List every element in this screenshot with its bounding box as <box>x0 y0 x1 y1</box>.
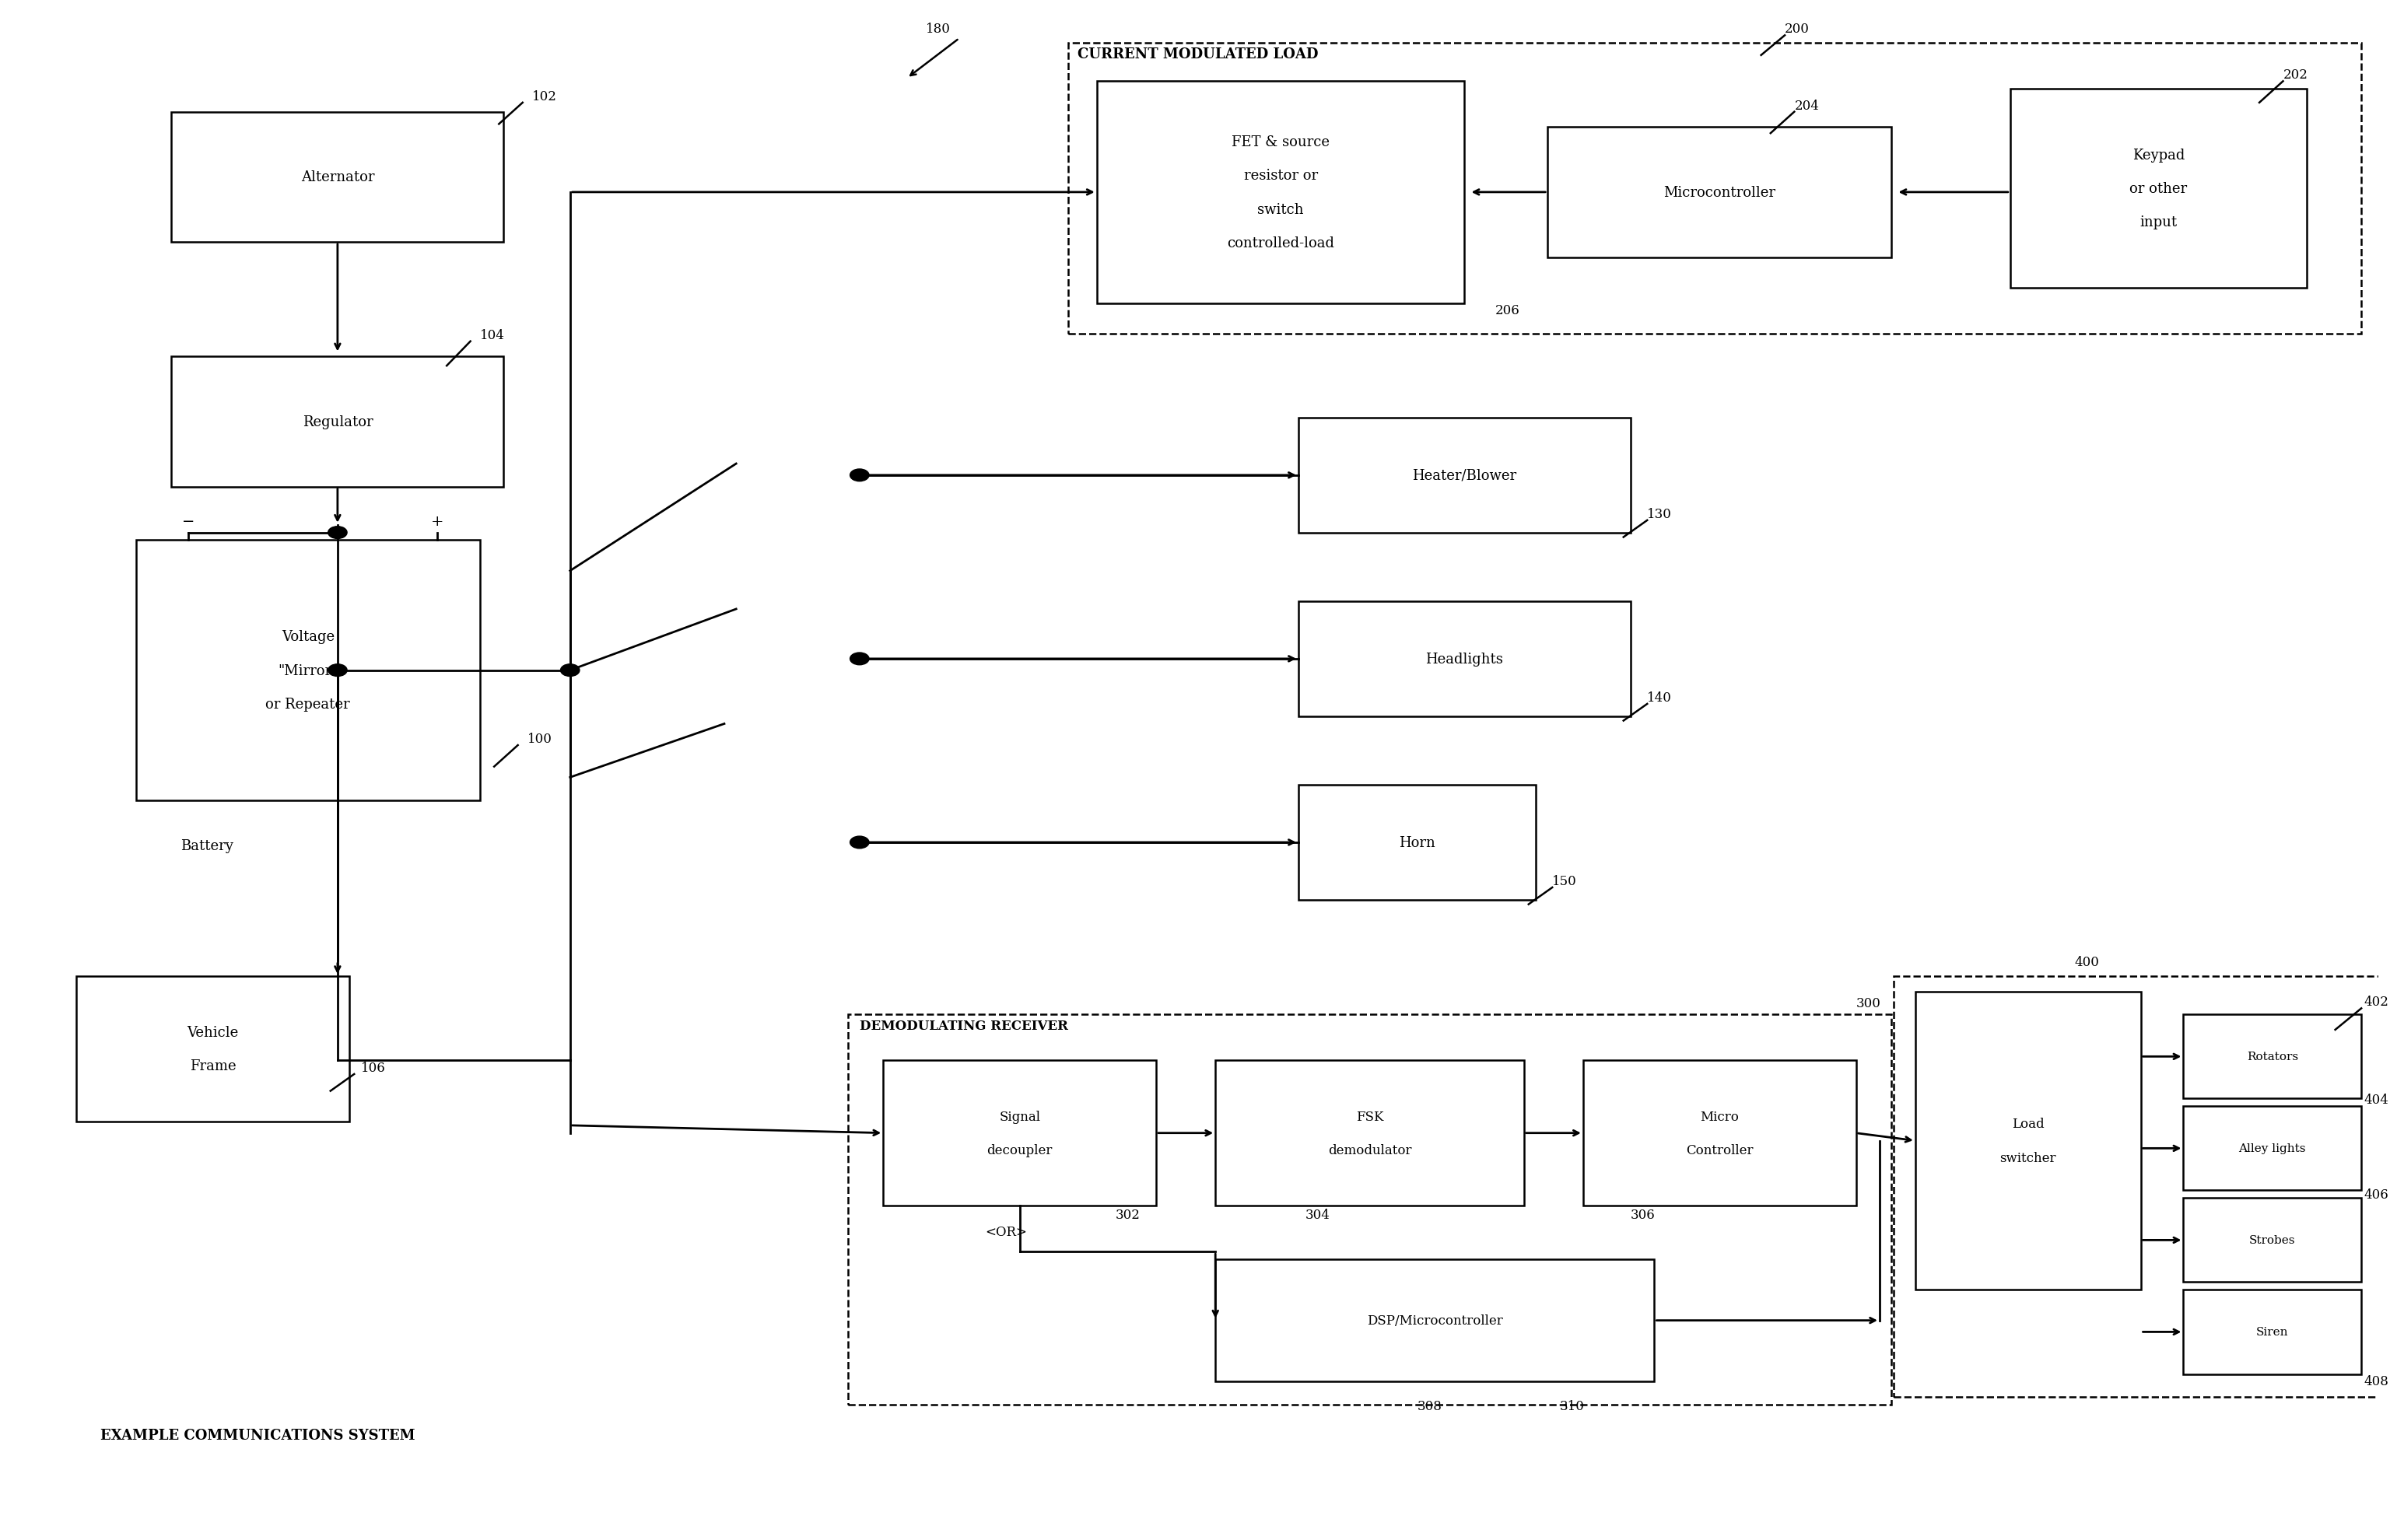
Text: 180: 180 <box>925 23 952 35</box>
Text: 104: 104 <box>479 328 506 342</box>
Text: 150: 150 <box>1553 875 1577 887</box>
Text: input: input <box>2141 216 2176 229</box>
Bar <box>77 976 350 1121</box>
Bar <box>173 357 503 487</box>
Text: 202: 202 <box>2282 69 2308 82</box>
Text: 310: 310 <box>1560 1400 1584 1412</box>
Bar <box>2184 1198 2361 1283</box>
Text: 206: 206 <box>1496 305 1520 317</box>
Text: DEMODULATING RECEIVER: DEMODULATING RECEIVER <box>861 1019 1069 1032</box>
Text: Alternator: Alternator <box>300 171 374 185</box>
Bar <box>1299 602 1630 716</box>
Text: decoupler: decoupler <box>988 1143 1052 1157</box>
Circle shape <box>851 470 870 482</box>
Text: switch: switch <box>1258 203 1304 217</box>
Text: Micro: Micro <box>1699 1110 1738 1123</box>
Text: CURRENT MODULATED LOAD: CURRENT MODULATED LOAD <box>1079 48 1318 62</box>
Text: resistor or: resistor or <box>1244 169 1318 183</box>
Text: Battery: Battery <box>180 839 233 853</box>
Text: Signal: Signal <box>1000 1110 1040 1123</box>
Bar <box>1299 419 1630 533</box>
Text: 204: 204 <box>1795 99 1819 112</box>
Bar <box>1299 785 1536 899</box>
Text: FET & source: FET & source <box>1232 136 1330 149</box>
Bar <box>849 1015 1891 1404</box>
Text: demodulator: demodulator <box>1328 1143 1412 1157</box>
Bar <box>1582 1061 1855 1206</box>
Bar <box>137 541 479 801</box>
Bar <box>2184 1015 2361 1098</box>
Text: 140: 140 <box>1647 691 1673 704</box>
Text: Strobes: Strobes <box>2248 1235 2296 1246</box>
Bar <box>882 1061 1155 1206</box>
Text: 302: 302 <box>1115 1207 1141 1221</box>
Text: 106: 106 <box>362 1061 386 1075</box>
Bar <box>2011 89 2306 288</box>
Text: 300: 300 <box>1855 996 1882 1010</box>
Bar <box>1215 1260 1654 1381</box>
Text: Rotators: Rotators <box>2246 1052 2299 1063</box>
Text: <OR>: <OR> <box>985 1226 1028 1238</box>
Text: EXAMPLE COMMUNICATIONS SYSTEM: EXAMPLE COMMUNICATIONS SYSTEM <box>101 1428 415 1441</box>
Text: 308: 308 <box>1417 1400 1443 1412</box>
Circle shape <box>851 836 870 849</box>
Text: Controller: Controller <box>1685 1143 1752 1157</box>
Text: Siren: Siren <box>2256 1326 2289 1337</box>
Circle shape <box>328 527 348 539</box>
Bar <box>173 112 503 242</box>
Text: Keypad: Keypad <box>2133 148 2184 162</box>
Text: Vehicle: Vehicle <box>187 1026 240 1040</box>
Text: "Mirror": "Mirror" <box>278 664 338 678</box>
Text: 306: 306 <box>1630 1207 1656 1221</box>
Bar <box>2184 1291 2361 1374</box>
Text: 130: 130 <box>1647 508 1673 521</box>
Text: FSK: FSK <box>1357 1110 1383 1123</box>
Text: 200: 200 <box>1786 23 1810 35</box>
Circle shape <box>851 653 870 665</box>
Bar <box>1548 128 1891 257</box>
Text: 402: 402 <box>2363 995 2387 1009</box>
Text: 102: 102 <box>532 91 556 103</box>
Circle shape <box>561 664 580 676</box>
Text: or Repeater: or Repeater <box>266 698 350 711</box>
Text: Horn: Horn <box>1400 836 1436 850</box>
Text: Alley lights: Alley lights <box>2239 1143 2306 1153</box>
Text: 408: 408 <box>2363 1375 2387 1388</box>
Text: 406: 406 <box>2363 1187 2387 1201</box>
Bar <box>1098 82 1465 303</box>
Bar <box>1915 992 2141 1291</box>
Circle shape <box>328 664 348 676</box>
Text: Headlights: Headlights <box>1426 651 1503 667</box>
Text: 304: 304 <box>1306 1207 1330 1221</box>
Bar <box>1894 976 2392 1397</box>
Text: −: − <box>182 514 194 528</box>
Text: 100: 100 <box>527 733 551 745</box>
Text: +: + <box>431 514 443 528</box>
Text: Voltage: Voltage <box>280 630 336 644</box>
Text: DSP/Microcontroller: DSP/Microcontroller <box>1366 1314 1503 1327</box>
Text: Load: Load <box>2011 1118 2045 1130</box>
Text: or other: or other <box>2129 182 2188 196</box>
Text: 404: 404 <box>2363 1093 2387 1106</box>
Text: Microcontroller: Microcontroller <box>1664 186 1776 200</box>
Text: switcher: switcher <box>1999 1150 2057 1164</box>
Text: Heater/Blower: Heater/Blower <box>1412 468 1517 482</box>
Text: Frame: Frame <box>189 1060 237 1073</box>
Bar <box>1069 43 2361 334</box>
Bar <box>1215 1061 1524 1206</box>
Text: controlled-load: controlled-load <box>1227 236 1335 249</box>
Bar <box>2184 1106 2361 1190</box>
Text: Regulator: Regulator <box>302 416 374 430</box>
Text: 400: 400 <box>2073 956 2100 969</box>
